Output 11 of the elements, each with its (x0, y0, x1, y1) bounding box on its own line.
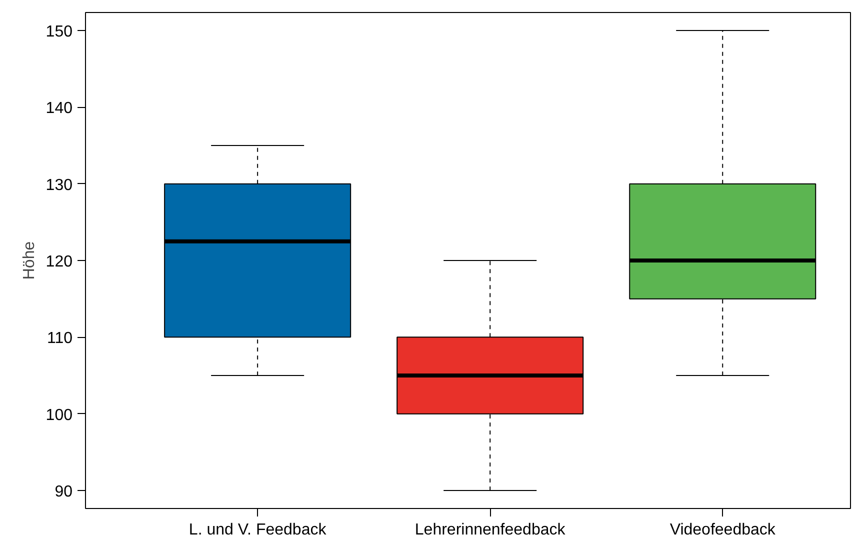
y-tick-label: 110 (46, 330, 73, 348)
y-tick-label: 150 (46, 24, 73, 41)
x-tick-label: Videofeedback (670, 522, 776, 538)
x-tick-label: Lehrerinnenfeedback (414, 522, 566, 538)
y-tick-label: 90 (54, 483, 73, 500)
y-tick-label: 100 (46, 406, 73, 424)
y-tick-label: 120 (46, 254, 73, 270)
x-tick-label: L. und V. Feedback (188, 522, 328, 538)
y-axis-title: Höhe (20, 241, 38, 280)
y-tick-label: 140 (46, 100, 73, 118)
y-tick-label: 130 (46, 176, 73, 194)
